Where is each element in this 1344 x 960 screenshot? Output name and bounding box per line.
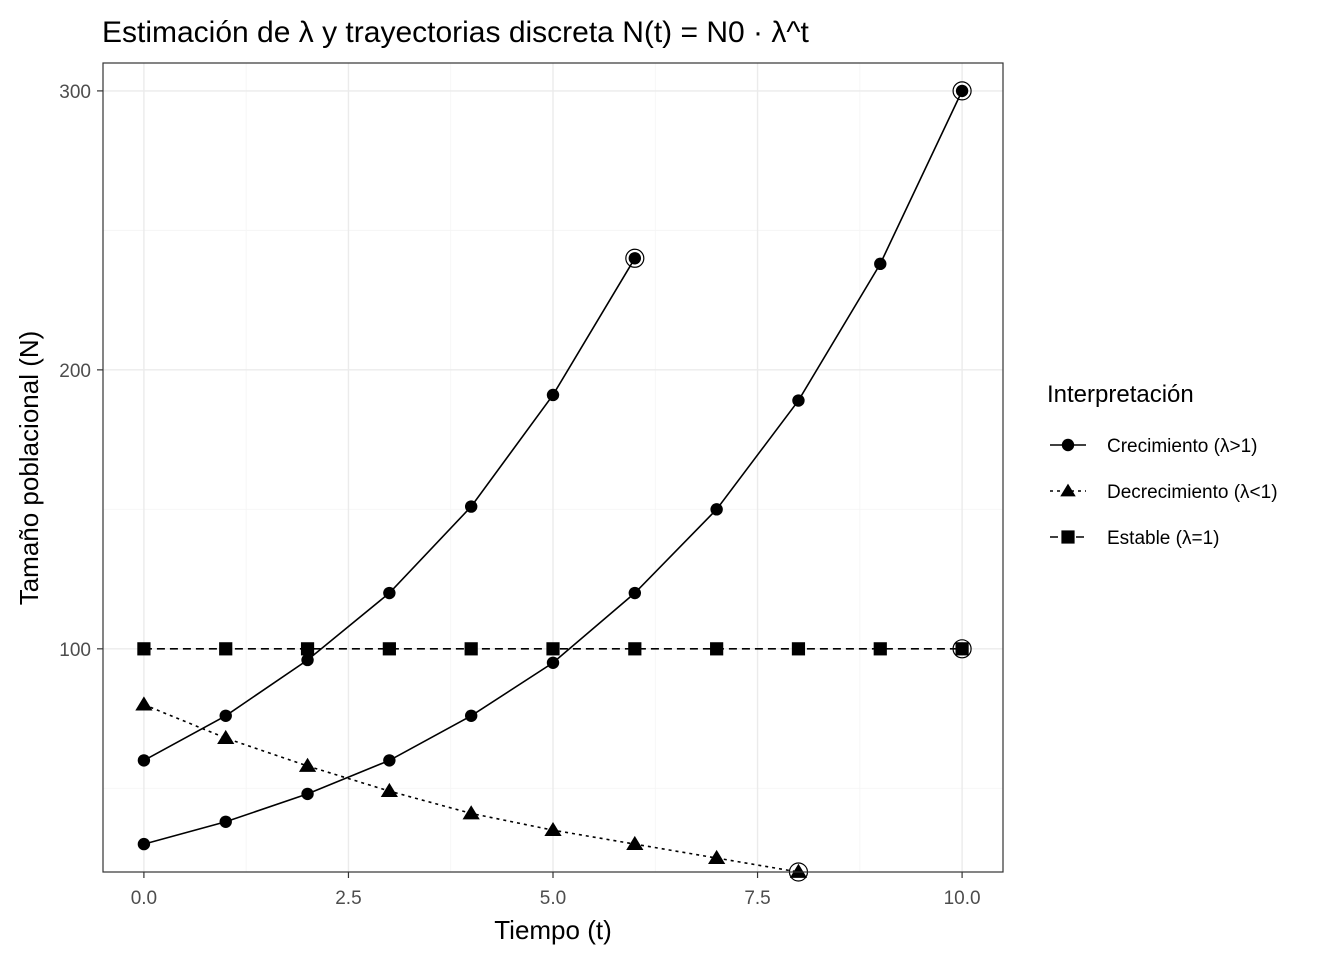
data-point-s3-3: [382, 642, 396, 656]
data-point-s2-8: [789, 863, 808, 878]
data-point-s2-6: [626, 835, 644, 851]
data-point-s3-0: [137, 642, 151, 656]
legend-label-1: Decrecimiento (λ<1): [1107, 482, 1278, 503]
data-point-s1-4: [464, 709, 478, 722]
data-point-s2-3: [380, 782, 398, 798]
data-point-s2-0: [135, 696, 153, 711]
data-point-s1-1: [219, 815, 232, 828]
data-point-s3-10: [955, 642, 969, 656]
legend-label-0: Crecimiento (λ>1): [1107, 436, 1257, 457]
data-point-s3-8: [791, 642, 806, 656]
data-point-s1-5: [546, 656, 560, 669]
data-points: [135, 81, 972, 882]
data-point-s0-6: [628, 252, 642, 265]
data-point-s1-6: [628, 586, 642, 600]
x-tick-label: 2.5: [335, 888, 361, 909]
x-tick-label: 0.0: [131, 888, 157, 909]
legend-title: Interpretación: [1047, 381, 1194, 408]
data-point-s0-3: [383, 586, 396, 600]
highlight-ring-3: [952, 639, 972, 659]
x-tick-label: 5.0: [540, 888, 566, 909]
legend-key-marker-0: [1061, 438, 1075, 452]
y-axis: 100 200 300: [59, 82, 103, 661]
grid: [103, 63, 1003, 872]
data-point-s2-1: [217, 729, 235, 745]
data-point-s1-0: [137, 837, 151, 851]
data-point-s3-5: [546, 642, 560, 656]
data-point-s2-2: [298, 757, 317, 772]
y-tick-label: 300: [59, 82, 91, 103]
legend: Interpretación Crecimiento (λ>1) Decrecim…: [1047, 381, 1278, 549]
data-point-s1-2: [301, 787, 314, 801]
data-point-s1-9: [874, 257, 887, 271]
data-point-s2-5: [544, 821, 562, 837]
x-tick-label: 10.0: [944, 888, 981, 909]
data-point-s3-9: [873, 642, 887, 656]
y-tick-label: 100: [59, 640, 91, 661]
data-point-s2-7: [708, 849, 726, 864]
highlight-ring-0: [625, 248, 645, 268]
x-tick-label: 7.5: [744, 888, 770, 909]
data-point-s3-7: [710, 642, 724, 656]
highlight-ring-1: [952, 81, 972, 101]
data-point-s1-10: [955, 84, 969, 98]
data-point-s0-2: [301, 653, 314, 667]
data-point-s3-1: [219, 642, 233, 656]
data-point-s3-2: [300, 642, 315, 656]
data-point-s3-6: [628, 642, 642, 656]
data-point-s1-8: [792, 394, 805, 407]
legend-key-marker-2: [1061, 530, 1075, 544]
data-point-s0-4: [464, 500, 478, 513]
data-point-s2-4: [462, 805, 480, 820]
legend-key-marker-1: [1060, 483, 1076, 497]
data-point-s0-5: [546, 388, 560, 402]
data-point-s0-0: [137, 754, 151, 767]
x-axis: 0.0 2.5 5.0 7.5 10.0: [131, 872, 981, 909]
data-point-s1-3: [383, 754, 396, 767]
data-point-s3-4: [464, 642, 478, 656]
y-axis-title: Tamaño poblacional (N): [14, 331, 44, 606]
y-tick-label: 200: [59, 361, 91, 382]
legend-label-2: Estable (λ=1): [1107, 528, 1219, 549]
chart-title: Estimación de λ y trayectorias discreta …: [102, 16, 809, 49]
data-point-s0-1: [219, 709, 232, 722]
data-point-s1-7: [710, 503, 723, 516]
x-axis-title: Tiempo (t): [494, 915, 612, 945]
